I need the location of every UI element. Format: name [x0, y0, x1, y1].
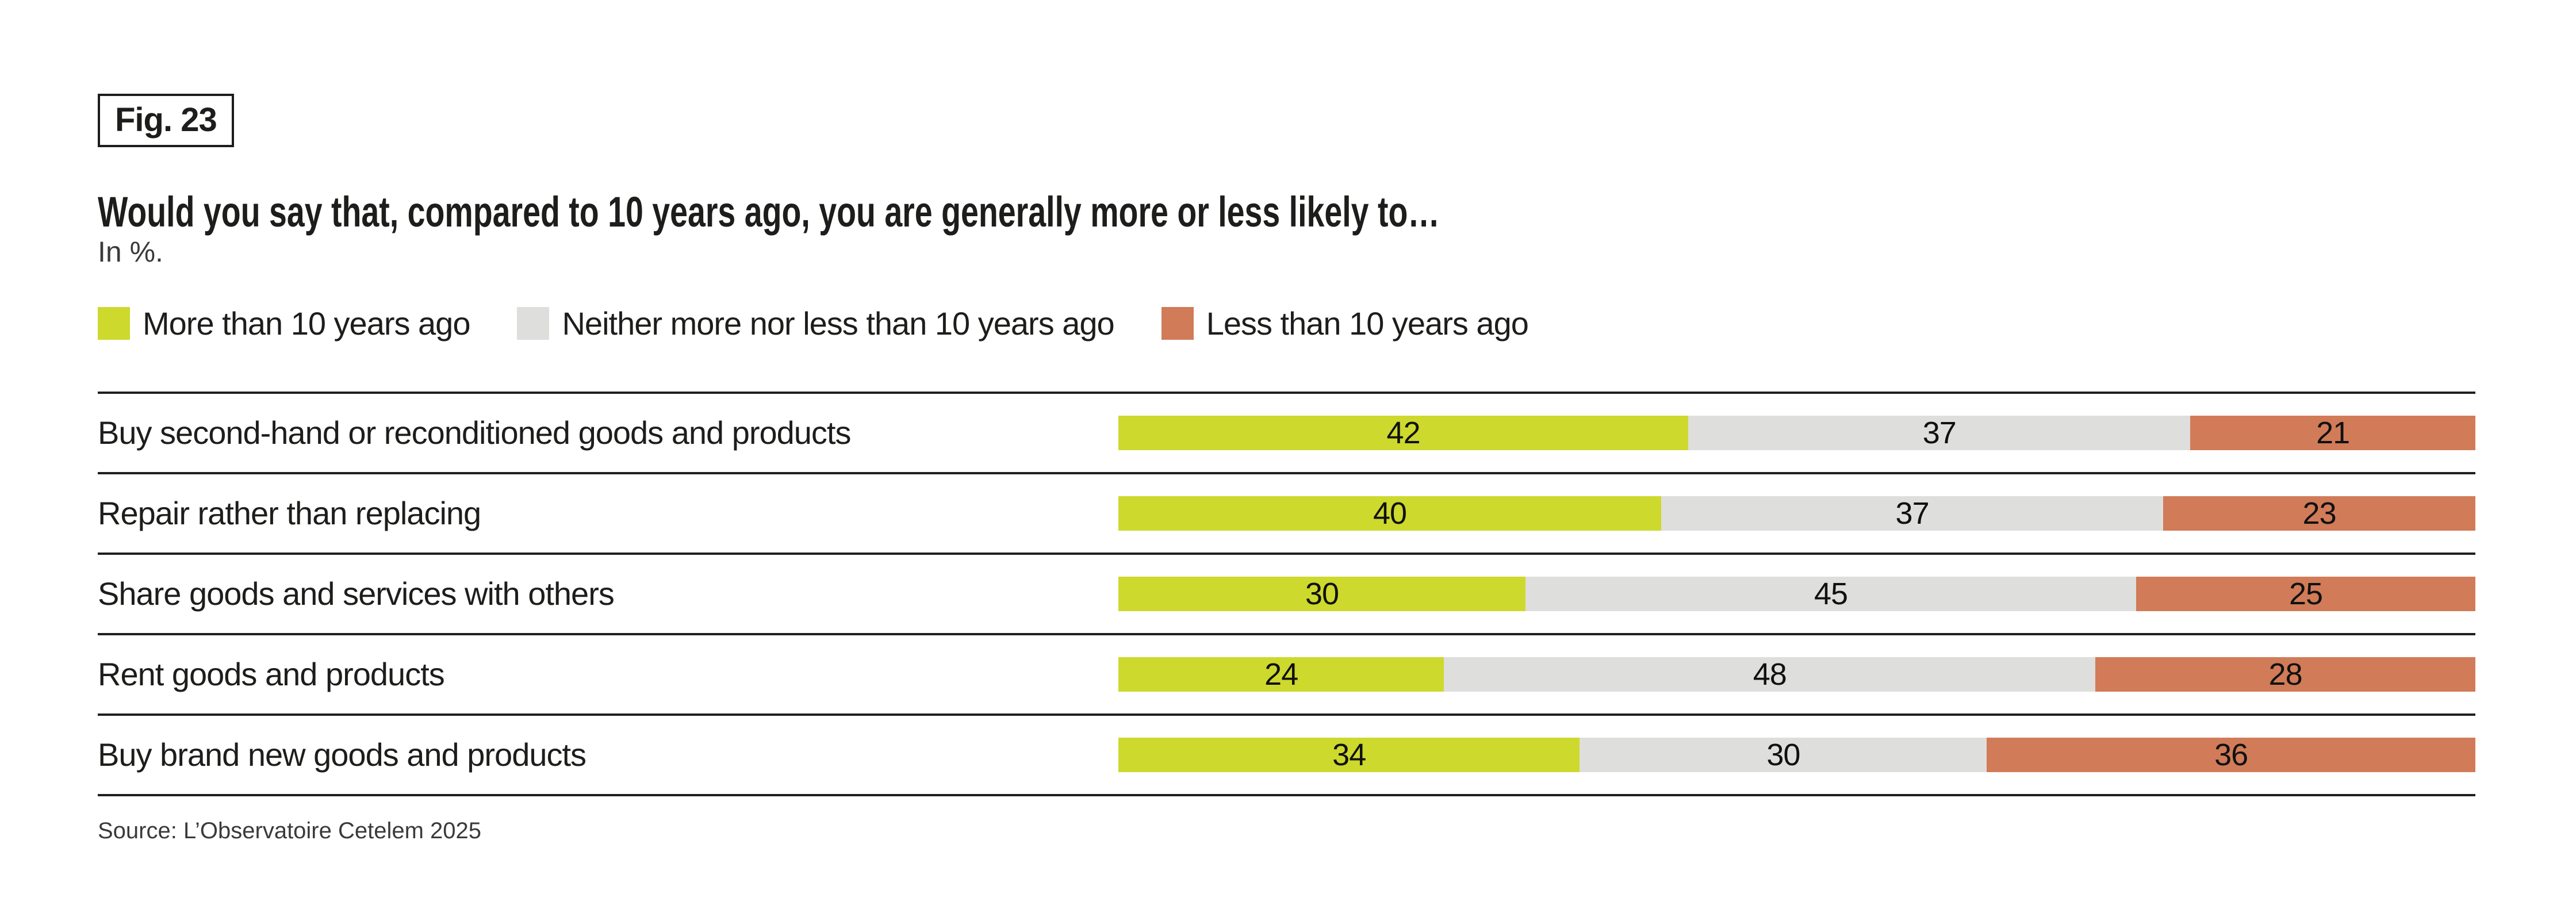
bar-segment-neither: 45 — [1525, 576, 2136, 611]
bar-segment-neither: 30 — [1580, 737, 1987, 772]
bar-value: 30 — [1766, 737, 1800, 772]
row-label: Buy brand new goods and products — [98, 736, 586, 773]
row-label: Repair rather than replacing — [98, 495, 481, 532]
figure-content: Fig. 23 Would you say that, compared to … — [98, 94, 2475, 844]
bar-segment-more: 34 — [1118, 737, 1580, 772]
bar-segment-more: 42 — [1118, 415, 1689, 450]
chart-row: Share goods and services with others 30 … — [98, 552, 2475, 633]
figure-number-badge: Fig. 23 — [98, 94, 234, 147]
bar-value: 34 — [1332, 737, 1366, 772]
bar-value: 21 — [2316, 415, 2350, 450]
bar-value: 36 — [2214, 737, 2248, 772]
legend-item-less: Less than 10 years ago — [1161, 305, 1529, 342]
bar-segment-more: 24 — [1118, 657, 1444, 692]
legend-label-less: Less than 10 years ago — [1206, 305, 1529, 342]
legend-swatch-neither-icon — [517, 306, 550, 340]
title-block: Would you say that, compared to 10 years… — [98, 147, 2475, 236]
row-label: Share goods and services with others — [98, 576, 615, 612]
bar-track: 34 30 36 — [1118, 737, 2475, 772]
chart-row: Buy brand new goods and products 34 30 3… — [98, 713, 2475, 796]
row-label: Rent goods and products — [98, 656, 445, 693]
chart-title: Would you say that, compared to 10 years… — [98, 187, 1440, 236]
stacked-bar-chart: Buy second-hand or reconditioned goods a… — [98, 391, 2475, 796]
bar-value: 24 — [1264, 657, 1298, 692]
bar-segment-less: 23 — [2163, 496, 2475, 531]
bar-value: 40 — [1373, 496, 1407, 531]
bar-segment-less: 21 — [2190, 415, 2475, 450]
legend-label-more: More than 10 years ago — [143, 305, 470, 342]
bar-segment-neither: 37 — [1688, 415, 2191, 450]
legend-item-more: More than 10 years ago — [98, 305, 470, 342]
bar-segment-less: 36 — [1987, 737, 2475, 772]
bar-track: 30 45 25 — [1118, 576, 2475, 611]
bar-track: 40 37 23 — [1118, 496, 2475, 531]
bar-value: 23 — [2302, 496, 2337, 531]
chart-row: Repair rather than replacing 40 37 23 — [98, 471, 2475, 553]
bar-segment-neither: 48 — [1444, 657, 2096, 692]
bar-value: 45 — [1814, 576, 1848, 611]
bar-track: 24 48 28 — [1118, 657, 2475, 692]
bar-value: 37 — [1922, 415, 1957, 450]
bar-value: 42 — [1386, 415, 1421, 450]
bar-segment-less: 25 — [2136, 576, 2475, 611]
chart-row: Rent goods and products 24 48 28 — [98, 632, 2475, 713]
bar-value: 30 — [1305, 576, 1339, 611]
legend-swatch-more-icon — [98, 306, 130, 340]
bar-value: 25 — [2288, 576, 2323, 611]
bar-segment-more: 40 — [1118, 496, 1661, 531]
chart-unit-note: In %. — [98, 235, 163, 268]
bar-track: 42 37 21 — [1118, 415, 2475, 450]
bar-segment-more: 30 — [1118, 576, 1525, 611]
bar-segment-neither: 37 — [1661, 496, 2164, 531]
legend-swatch-less-icon — [1161, 306, 1194, 340]
row-label: Buy second-hand or reconditioned goods a… — [98, 415, 852, 451]
legend-item-neither: Neither more nor less than 10 years ago — [517, 305, 1115, 342]
bar-value: 28 — [2268, 657, 2303, 692]
chart-row: Buy second-hand or reconditioned goods a… — [98, 391, 2475, 472]
legend-label-neither: Neither more nor less than 10 years ago — [562, 305, 1114, 342]
bar-segment-less: 28 — [2095, 657, 2475, 692]
source-note: Source: L’Observatoire Cetelem 2025 — [98, 818, 482, 843]
bar-value: 48 — [1753, 657, 1787, 692]
bar-value: 37 — [1895, 496, 1930, 531]
chart-legend: More than 10 years ago Neither more nor … — [98, 305, 2475, 342]
